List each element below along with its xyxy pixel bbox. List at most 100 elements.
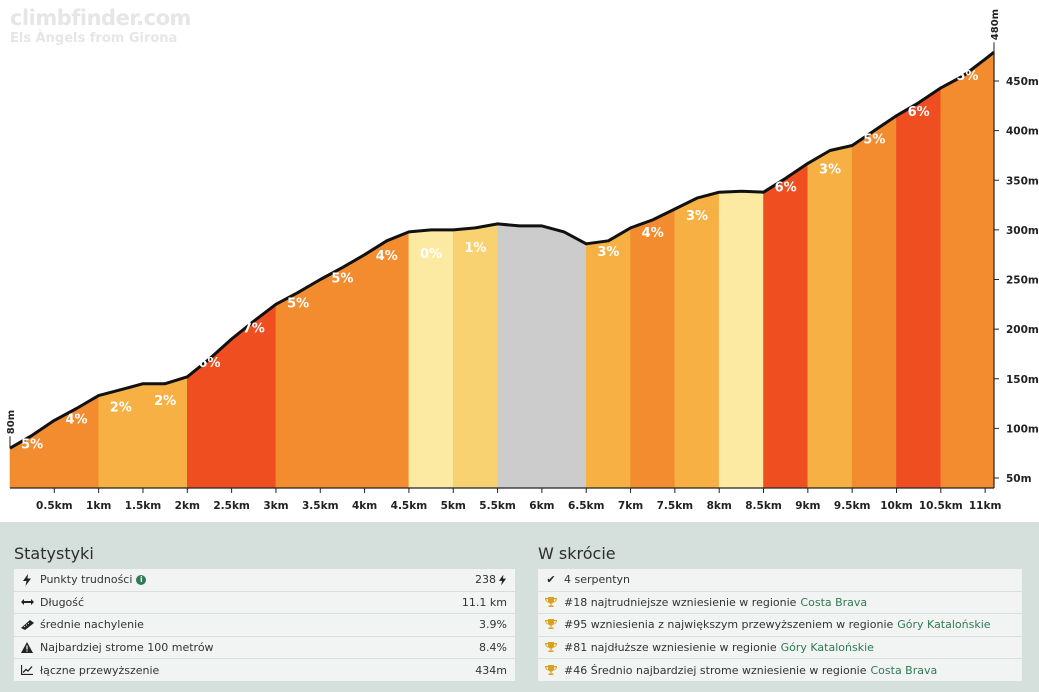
arrows-horizontal-icon [20, 598, 34, 606]
watermark-subtitle: Els Àngels from Girona [10, 31, 178, 46]
grade-label-7: 5% [331, 272, 353, 287]
grade-label-9: 0% [420, 247, 442, 262]
stat-value: 434m [475, 663, 507, 677]
grade-label-10: 1% [464, 241, 486, 256]
profile-outline [9, 51, 995, 450]
summary-row: #46 Średnio najbardziej strome wzniesien… [538, 659, 1022, 682]
y-tick-label-5: 300m [1006, 225, 1039, 237]
summary-text: #95 wzniesienia z największym przewyższe… [564, 618, 894, 632]
stat-label: średnie nachylenie [40, 618, 144, 632]
x-tick-label-17: 9km [795, 500, 820, 512]
gradient-segment-11 [497, 223, 587, 489]
y-tick-label-8: 450m [1006, 76, 1039, 88]
grade-label-17: 3% [819, 163, 841, 178]
x-tick-label-5: 3km [263, 500, 288, 512]
grade-label-14: 3% [686, 209, 708, 224]
y-tick-label-7: 400m [1006, 126, 1039, 138]
grade-label-3: 2% [154, 394, 176, 409]
grade-label-1: 4% [65, 413, 87, 428]
trophy-icon [544, 619, 558, 630]
x-tick-label-2: 1.5km [125, 500, 162, 512]
summary-text: #81 najdłuższe wzniesienie w regionie [564, 641, 777, 655]
gradient-segment-19 [896, 87, 942, 489]
y-tick-label-2: 150m [1006, 374, 1039, 386]
gradient-segment-14 [674, 191, 720, 489]
trophy-icon [544, 596, 558, 608]
grade-label-8: 4% [376, 249, 398, 264]
x-tick-label-4: 2.5km [213, 500, 250, 512]
summary-text: #18 najtrudniejsze wzniesienie w regioni… [564, 595, 797, 609]
ruler-icon [20, 619, 34, 630]
stat-label: Najbardziej strome 100 metrów [40, 641, 214, 655]
stat-value: 8.4% [479, 641, 507, 655]
stat-row-steepest: Najbardziej strome 100 metrów 8.4% [14, 636, 515, 660]
elevation-profile-chart: 0.5km 1km 1.5km 2km 2.5km 3km 3.5km 4km 4.5km 5km… [6, 9, 1039, 512]
x-tick-label-0: 0.5km [36, 500, 73, 512]
grade-label-19: 6% [908, 105, 930, 120]
gradient-segment-20 [940, 51, 995, 489]
x-tick-label-13: 7km [618, 500, 643, 512]
grade-label-13: 4% [642, 226, 664, 241]
gradient-segment-13 [630, 208, 676, 489]
stats-area: Statystyki Punkty trudności i 238 Długoś… [0, 522, 1039, 692]
stat-row-difficulty: Punkty trudności i 238 [14, 569, 515, 592]
y-tick-label-3: 200m [1006, 324, 1039, 336]
x-tick-label-7: 4km [352, 500, 377, 512]
y-tick-label-1: 100m [1006, 423, 1039, 435]
grade-label-5: 7% [243, 321, 265, 336]
x-tick-label-14: 7.5km [657, 500, 694, 512]
stat-row-avg-gradient: średnie nachylenie 3.9% [14, 614, 515, 637]
grade-label-0: 5% [21, 437, 43, 452]
gradient-segment-12 [585, 227, 631, 489]
region-link[interactable]: Góry Katalońskie [897, 618, 991, 632]
gradient-segment-16 [763, 162, 809, 489]
grade-label-6: 5% [287, 297, 309, 312]
end-altitude-label: 480m [990, 9, 1001, 40]
x-tick-label-8: 4.5km [391, 500, 428, 512]
x-tick-label-9: 5km [441, 500, 466, 512]
gradient-segment-18 [851, 115, 897, 489]
region-link[interactable]: Góry Katalońskie [780, 641, 874, 655]
info-icon[interactable]: i [136, 574, 147, 585]
grade-label-20: 5% [956, 69, 978, 84]
check-icon: ✔ [546, 573, 556, 587]
region-link[interactable]: Costa Brava [800, 595, 868, 609]
region-link[interactable]: Costa Brava [870, 663, 938, 677]
grade-label-2: 2% [110, 401, 132, 416]
grade-label-12: 3% [597, 245, 619, 260]
gradient-segment-17 [807, 145, 853, 489]
y-tick-label-6: 350m [1006, 175, 1039, 187]
x-tick-label-3: 2km [175, 500, 200, 512]
x-tick-label-1: 1km [86, 500, 111, 512]
lightning-icon [498, 574, 507, 586]
y-tick-label-0: 50m [1006, 473, 1032, 485]
trophy-icon [544, 642, 558, 653]
grade-label-4: 6% [198, 356, 220, 371]
gradient-segment-8 [364, 231, 410, 489]
stats-title: Statystyki [14, 544, 94, 563]
gradient-segment-7 [319, 254, 365, 489]
line-chart-icon [20, 665, 34, 676]
x-tick-label-20: 10.5km [919, 500, 963, 512]
stat-row-elevation-gain: łączne przewyższenie 434m [14, 659, 515, 682]
x-tick-label-21: 11km [969, 500, 1002, 512]
gradient-segment-10 [452, 223, 498, 489]
trophy-icon [544, 664, 558, 676]
stat-label: Długość [40, 595, 85, 609]
grade-label-16: 6% [775, 180, 797, 195]
x-tick-label-12: 6.5km [568, 500, 605, 512]
start-altitude-label: 80m [6, 410, 17, 434]
stat-row-length: Długość 11.1 km [14, 591, 515, 615]
summary-title: W skrócie [538, 544, 616, 563]
summary-row: #95 wzniesienia z największym przewyższe… [538, 614, 1022, 637]
x-tick-label-19: 10km [880, 500, 913, 512]
x-tick-label-6: 3.5km [302, 500, 339, 512]
gradient-segment-2 [98, 383, 144, 489]
stat-value: 11.1 km [461, 595, 507, 609]
grade-label-18: 5% [863, 133, 885, 148]
x-tick-label-15: 8km [707, 500, 732, 512]
watermark-title: climbfinder.com [10, 6, 191, 30]
summary-row: #18 najtrudniejsze wzniesienie w regioni… [538, 591, 1022, 615]
gradient-segment-9 [408, 229, 454, 489]
lightning-icon [20, 573, 34, 586]
